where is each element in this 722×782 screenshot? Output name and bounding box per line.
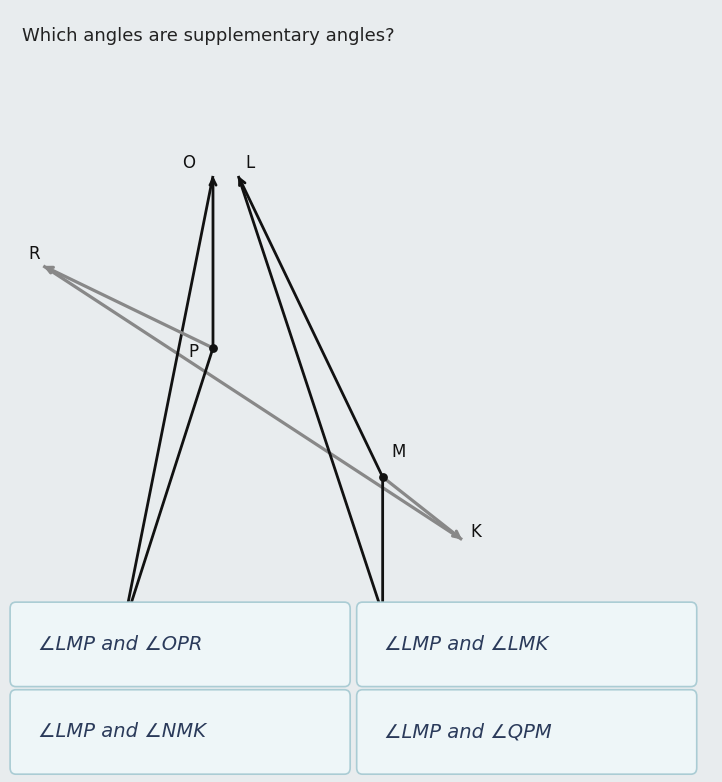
Text: ∠LMP and ∠LMK: ∠LMP and ∠LMK [384, 635, 548, 654]
Text: ∠LMP and ∠OPR: ∠LMP and ∠OPR [38, 635, 202, 654]
FancyBboxPatch shape [357, 602, 697, 687]
Text: ∠LMP and ∠QPM: ∠LMP and ∠QPM [384, 723, 552, 741]
Text: Which angles are supplementary angles?: Which angles are supplementary angles? [22, 27, 394, 45]
FancyBboxPatch shape [10, 690, 350, 774]
Text: Q: Q [103, 636, 116, 654]
Text: R: R [28, 245, 40, 264]
Point [377, 471, 388, 483]
Text: ∠LMP and ∠NMK: ∠LMP and ∠NMK [38, 723, 206, 741]
Text: M: M [391, 443, 406, 461]
Text: L: L [245, 154, 255, 172]
FancyBboxPatch shape [10, 602, 350, 687]
Text: P: P [188, 343, 199, 361]
FancyBboxPatch shape [357, 690, 697, 774]
Text: O: O [182, 154, 195, 172]
Text: K: K [471, 522, 482, 541]
Point [207, 342, 219, 354]
Text: N: N [388, 620, 401, 638]
